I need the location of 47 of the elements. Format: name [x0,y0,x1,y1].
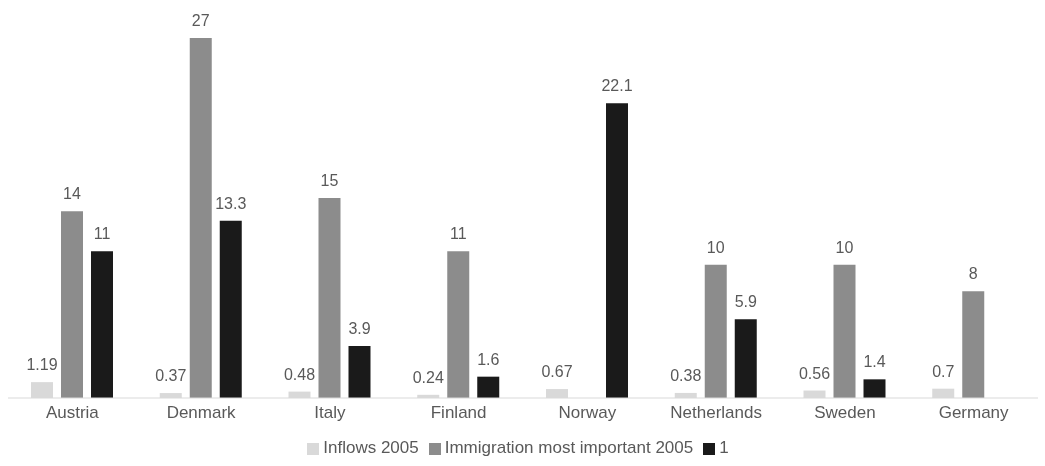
data-label: 11 [449,225,467,243]
data-label: 1.4 [863,353,886,371]
x-tick-label: Denmark [166,403,237,423]
bar [189,38,212,398]
data-label: 14 [63,185,81,203]
bar [704,264,727,398]
data-label: 3.9 [348,320,371,337]
data-label: 1.19 [26,356,58,374]
bar [962,291,985,398]
data-label: 11 [93,225,111,243]
bar [833,264,856,398]
data-label: 0.37 [155,367,187,385]
bar [348,346,371,398]
bar [734,319,757,398]
legend-label: Immigration most important 2005 [444,438,694,457]
data-label: 10 [835,238,854,256]
data-label: 8 [968,265,978,283]
bar [606,103,628,398]
x-tick-label: Austria [45,403,100,423]
bar [61,211,83,398]
data-label: 0.38 [670,366,702,384]
data-label: 5.9 [734,293,757,311]
data-label: 22.1 [601,77,633,95]
bar [863,379,886,398]
legend-label: Inflows 2005 [323,438,419,457]
x-tick-label: Netherlands [670,403,762,423]
bar [318,198,341,398]
data-label: 0.7 [932,362,955,380]
data-label: 0.56 [798,364,831,382]
bar [91,251,113,398]
x-tick-label: Sweden [814,403,876,423]
bar [447,251,470,398]
bar [477,376,500,398]
data-label: 13.3 [215,194,247,212]
x-tick-label: Finland [430,403,487,423]
data-label: 1.6 [477,350,500,368]
data-label: 0.48 [283,365,316,383]
data-label: 0.67 [541,363,573,381]
bar [219,220,242,398]
x-tick-label: Germany [938,403,1010,423]
data-label: 15 [320,172,339,189]
x-tick-label: Norway [558,403,617,423]
data-label: 10 [706,238,725,256]
x-tick-label: Italy [314,403,346,423]
data-label: 0.24 [412,368,444,386]
legend-label: 1 [719,438,729,457]
data-label: 27 [191,12,210,29]
